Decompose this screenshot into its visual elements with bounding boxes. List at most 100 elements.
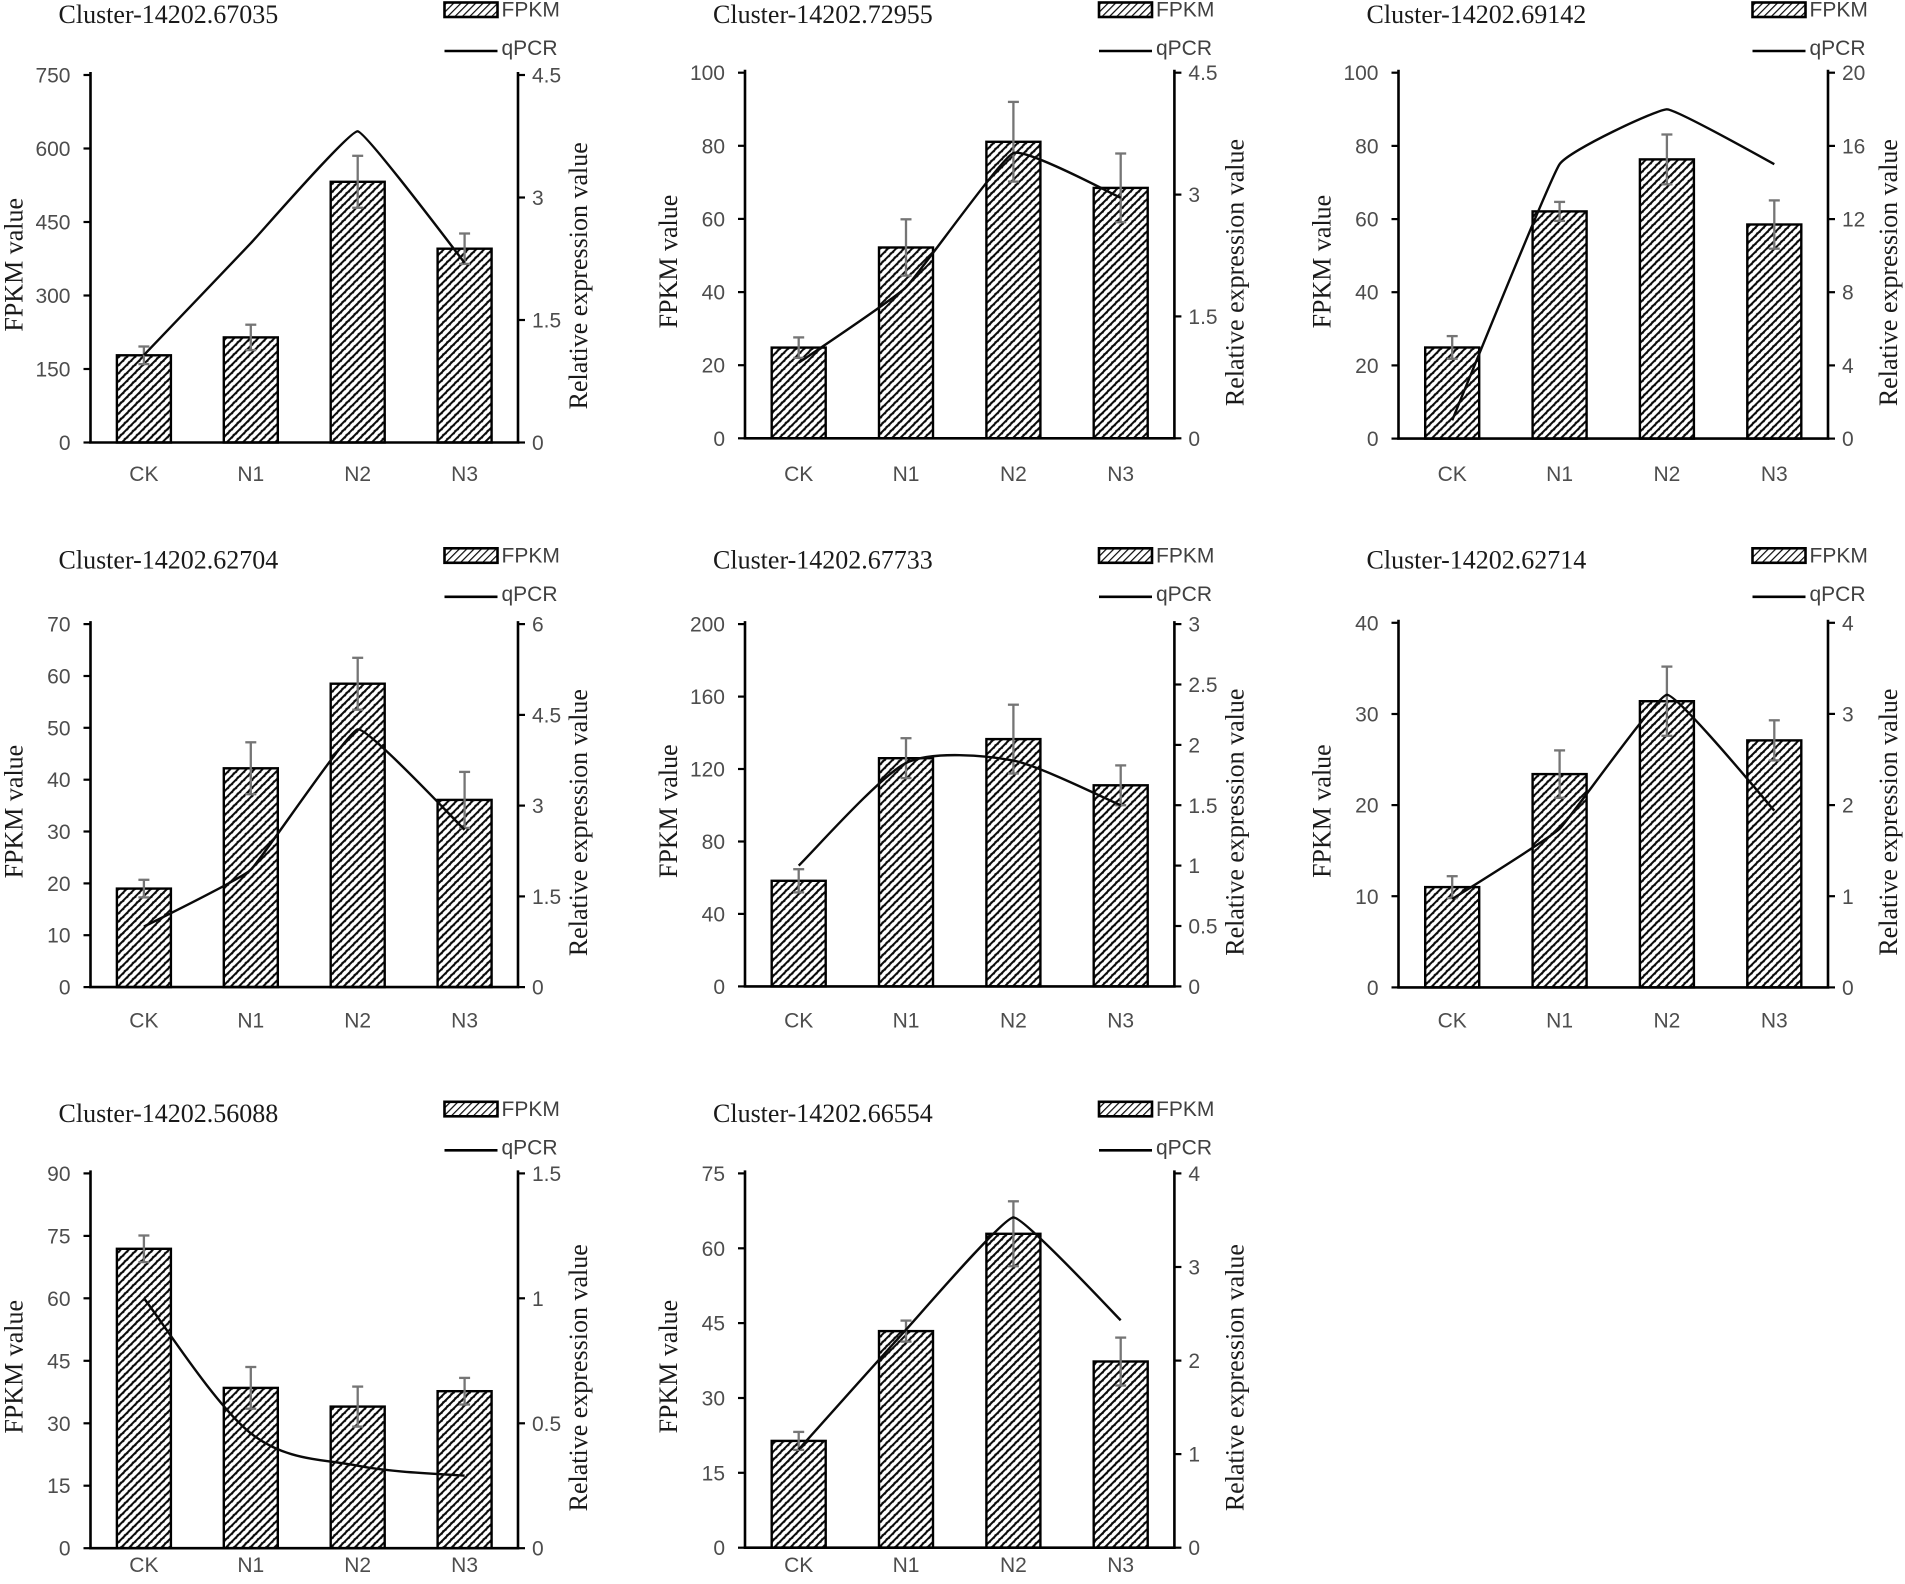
svg-text:FPKM value: FPKM value xyxy=(1308,195,1337,329)
svg-text:Cluster-14202.62704: Cluster-14202.62704 xyxy=(59,545,279,574)
svg-text:Relative expression value: Relative expression value xyxy=(564,689,593,956)
svg-text:30: 30 xyxy=(47,1413,70,1436)
svg-text:4: 4 xyxy=(1842,612,1854,635)
svg-text:2: 2 xyxy=(1188,1350,1200,1373)
svg-text:0: 0 xyxy=(1188,428,1200,451)
svg-text:600: 600 xyxy=(35,138,70,161)
svg-text:3: 3 xyxy=(1842,703,1854,726)
svg-text:100: 100 xyxy=(1343,62,1378,85)
svg-text:FPKM: FPKM xyxy=(502,544,560,567)
svg-text:60: 60 xyxy=(702,1238,725,1261)
svg-text:1.5: 1.5 xyxy=(1188,306,1217,329)
svg-text:1: 1 xyxy=(532,1288,544,1311)
svg-text:50: 50 xyxy=(47,717,70,740)
svg-text:N3: N3 xyxy=(1107,1554,1134,1577)
svg-text:0: 0 xyxy=(713,428,725,451)
svg-text:FPKM value: FPKM value xyxy=(1308,744,1337,878)
svg-text:N2: N2 xyxy=(344,1010,371,1033)
svg-text:N2: N2 xyxy=(1653,463,1680,486)
svg-text:750: 750 xyxy=(35,65,70,88)
svg-text:N3: N3 xyxy=(451,1554,478,1577)
svg-text:CK: CK xyxy=(784,1010,813,1033)
svg-text:1.5: 1.5 xyxy=(532,1163,561,1186)
svg-text:3: 3 xyxy=(1188,614,1200,637)
svg-text:15: 15 xyxy=(47,1475,70,1498)
svg-text:Cluster-14202.67035: Cluster-14202.67035 xyxy=(59,0,279,29)
svg-text:45: 45 xyxy=(702,1313,725,1336)
svg-text:1: 1 xyxy=(1842,886,1854,909)
svg-text:CK: CK xyxy=(129,1010,158,1033)
svg-text:FPKM: FPKM xyxy=(1156,544,1214,567)
svg-text:N3: N3 xyxy=(1761,463,1788,486)
svg-text:60: 60 xyxy=(47,666,70,689)
svg-text:1.5: 1.5 xyxy=(532,886,561,909)
svg-text:30: 30 xyxy=(1355,704,1378,727)
svg-text:4.5: 4.5 xyxy=(1188,62,1217,85)
svg-text:N2: N2 xyxy=(1000,1010,1027,1033)
svg-text:N1: N1 xyxy=(1546,1010,1573,1033)
svg-text:Cluster-14202.56088: Cluster-14202.56088 xyxy=(59,1099,279,1128)
svg-text:Relative expression value: Relative expression value xyxy=(1220,1244,1249,1511)
svg-text:6: 6 xyxy=(532,614,544,637)
svg-text:N3: N3 xyxy=(451,1010,478,1033)
svg-text:0: 0 xyxy=(1367,977,1379,1000)
svg-text:N1: N1 xyxy=(237,463,264,486)
svg-text:N3: N3 xyxy=(1107,1010,1134,1033)
svg-text:3: 3 xyxy=(532,795,544,818)
svg-text:45: 45 xyxy=(47,1350,70,1373)
svg-text:80: 80 xyxy=(702,135,725,158)
svg-text:8: 8 xyxy=(1842,282,1854,305)
svg-text:3: 3 xyxy=(1188,1257,1200,1280)
svg-text:CK: CK xyxy=(784,463,813,486)
svg-text:20: 20 xyxy=(1355,795,1378,818)
svg-text:70: 70 xyxy=(47,614,70,637)
svg-text:0: 0 xyxy=(532,1538,544,1561)
svg-text:qPCR: qPCR xyxy=(1156,583,1212,606)
svg-text:0.5: 0.5 xyxy=(1188,916,1217,939)
svg-text:16: 16 xyxy=(1842,135,1865,158)
svg-text:15: 15 xyxy=(702,1462,725,1485)
svg-text:FPKM: FPKM xyxy=(1810,0,1868,22)
svg-text:Relative expression value: Relative expression value xyxy=(564,142,593,409)
svg-text:4.5: 4.5 xyxy=(532,65,561,88)
svg-text:N2: N2 xyxy=(344,463,371,486)
svg-text:FPKM: FPKM xyxy=(1810,544,1868,567)
svg-text:90: 90 xyxy=(47,1163,70,1186)
svg-text:40: 40 xyxy=(47,769,70,792)
svg-text:FPKM value: FPKM value xyxy=(654,744,683,878)
svg-text:300: 300 xyxy=(35,285,70,308)
svg-text:0: 0 xyxy=(1188,976,1200,999)
svg-text:Relative expression value: Relative expression value xyxy=(1874,689,1903,956)
svg-text:N3: N3 xyxy=(1107,463,1134,486)
svg-text:0: 0 xyxy=(713,1537,725,1560)
svg-text:FPKM: FPKM xyxy=(502,0,560,22)
svg-text:60: 60 xyxy=(47,1288,70,1311)
svg-text:qPCR: qPCR xyxy=(1810,583,1866,606)
svg-text:FPKM value: FPKM value xyxy=(0,745,29,879)
svg-text:FPKM value: FPKM value xyxy=(654,1300,683,1434)
svg-text:450: 450 xyxy=(35,212,70,235)
svg-text:12: 12 xyxy=(1842,209,1865,232)
svg-text:160: 160 xyxy=(690,686,725,709)
svg-text:Cluster-14202.69142: Cluster-14202.69142 xyxy=(1367,0,1587,29)
svg-text:Cluster-14202.66554: Cluster-14202.66554 xyxy=(713,1099,933,1128)
svg-text:1.5: 1.5 xyxy=(532,310,561,333)
svg-text:80: 80 xyxy=(1355,135,1378,158)
svg-text:FPKM: FPKM xyxy=(1156,0,1214,22)
svg-text:Relative expression value: Relative expression value xyxy=(1220,689,1249,956)
svg-text:0: 0 xyxy=(713,976,725,999)
svg-text:40: 40 xyxy=(702,282,725,305)
svg-text:200: 200 xyxy=(690,614,725,637)
svg-text:75: 75 xyxy=(47,1225,70,1248)
svg-text:0: 0 xyxy=(1842,977,1854,1000)
svg-text:30: 30 xyxy=(47,821,70,844)
svg-text:Cluster-14202.62714: Cluster-14202.62714 xyxy=(1367,545,1587,574)
svg-text:2: 2 xyxy=(1842,795,1854,818)
svg-text:N1: N1 xyxy=(893,1554,920,1577)
svg-text:1: 1 xyxy=(1188,855,1200,878)
svg-text:N2: N2 xyxy=(1000,463,1027,486)
svg-text:qPCR: qPCR xyxy=(502,1136,558,1159)
svg-text:N1: N1 xyxy=(893,1010,920,1033)
svg-text:40: 40 xyxy=(702,903,725,926)
svg-text:40: 40 xyxy=(1355,612,1378,635)
